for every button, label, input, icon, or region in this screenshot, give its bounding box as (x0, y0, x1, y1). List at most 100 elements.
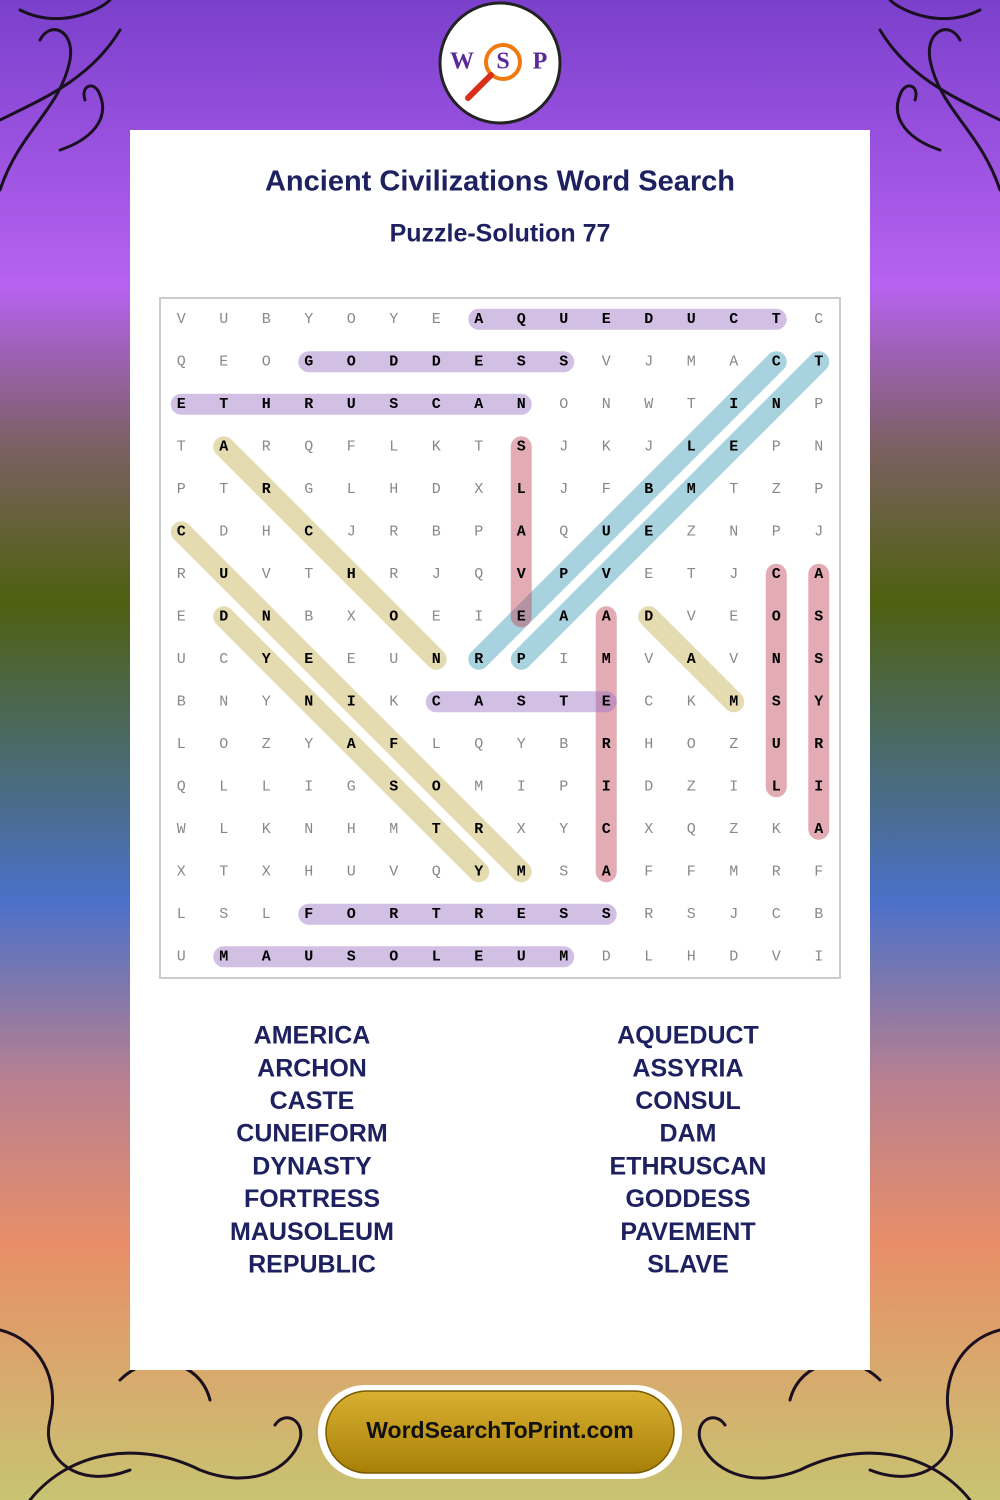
grid-letter: M (517, 864, 526, 881)
grid-letter: D (219, 524, 228, 541)
grid-letter: X (347, 609, 356, 626)
solution-highlights (170, 308, 830, 968)
grid-letter: D (389, 354, 398, 371)
word-list-item: GODDESS (625, 1185, 750, 1213)
grid-letter: U (389, 651, 398, 668)
grid-letter: M (729, 864, 738, 881)
grid-letter: S (559, 906, 568, 923)
grid-letter: V (389, 864, 398, 881)
grid-letter: Y (517, 736, 526, 753)
grid-letter: C (219, 651, 228, 668)
grid-letter: D (602, 949, 611, 966)
grid-letter: R (814, 736, 823, 753)
grid-letter: J (644, 439, 653, 456)
grid-letter: Y (389, 311, 398, 328)
word-list-item: CUNEIFORM (236, 1120, 387, 1148)
grid-letter: S (559, 354, 568, 371)
grid-letter: Y (304, 311, 313, 328)
grid-letter: A (474, 396, 483, 413)
grid-letter: J (644, 354, 653, 371)
site-link[interactable]: WordSearchToPrint.com (366, 1417, 634, 1443)
grid-letter: E (347, 651, 356, 668)
grid-letter: T (432, 821, 441, 838)
grid-letter: Q (474, 566, 483, 583)
grid-letter: N (304, 694, 313, 711)
logo: W S P (438, 1, 562, 125)
grid-letter: S (814, 651, 823, 668)
grid-letter: L (262, 779, 271, 796)
grid-letter: M (729, 694, 738, 711)
grid-letter: A (729, 354, 738, 371)
grid-letter: S (389, 779, 398, 796)
grid-letter: C (772, 354, 781, 371)
site-button[interactable] (325, 1390, 675, 1474)
grid-letter: P (559, 779, 568, 796)
grid-letter: B (304, 609, 313, 626)
grid-letter: B (644, 481, 653, 498)
grid-letter: C (432, 694, 441, 711)
grid-letter: N (729, 524, 738, 541)
grid-letter: R (644, 906, 653, 923)
grid-letter: A (262, 949, 271, 966)
grid-letter: J (432, 566, 441, 583)
grid-letter: R (602, 736, 611, 753)
grid-letter: O (772, 609, 781, 626)
grid-letter: S (814, 609, 823, 626)
grid-letter: O (389, 949, 398, 966)
grid-letter: Z (262, 736, 271, 753)
grid-letter: D (644, 609, 653, 626)
grid-letter: R (304, 396, 313, 413)
grid-letter: C (644, 694, 653, 711)
grid-letter: A (814, 821, 823, 838)
grid-letter: O (347, 906, 356, 923)
grid-letter: E (219, 354, 228, 371)
grid-letter: J (559, 481, 568, 498)
word-list-item: AMERICA (254, 1022, 371, 1050)
grid-letter: T (304, 566, 313, 583)
grid-letter: G (304, 354, 313, 371)
grid-letter: O (559, 396, 568, 413)
grid-letter: L (517, 481, 526, 498)
grid-letter: K (389, 694, 398, 711)
grid-letter: I (517, 779, 526, 796)
grid-letter: X (262, 864, 271, 881)
grid-letter: A (602, 609, 611, 626)
grid-letter: H (347, 821, 356, 838)
grid-letter: C (729, 311, 738, 328)
grid-letter: P (177, 481, 186, 498)
grid-letter: Q (177, 779, 186, 796)
grid-letter: E (644, 566, 653, 583)
grid-letter: X (474, 481, 483, 498)
grid-letter: A (474, 694, 483, 711)
grid-letter: T (687, 396, 696, 413)
grid-letter: C (772, 906, 781, 923)
grid-letter: Y (304, 736, 313, 753)
grid-letter: L (347, 481, 356, 498)
grid-letter: K (432, 439, 441, 456)
grid-letter: C (304, 524, 313, 541)
grid-letter: F (389, 736, 398, 753)
grid-letter: E (432, 609, 441, 626)
grid-letter: N (814, 439, 823, 456)
grid-letter: A (602, 864, 611, 881)
logo-lens (484, 43, 522, 81)
grid-letter: J (729, 906, 738, 923)
grid-letter: U (177, 651, 186, 668)
grid-letter: T (219, 864, 228, 881)
word-list-item: ASSYRIA (632, 1054, 743, 1082)
grid-letter: D (644, 311, 653, 328)
grid-letter: C (602, 821, 611, 838)
grid-letter: C (177, 524, 186, 541)
grid-letter: S (517, 439, 526, 456)
grid-letter: I (814, 949, 823, 966)
grid-letter: X (177, 864, 186, 881)
grid-letter: E (729, 439, 738, 456)
grid-letter: E (474, 949, 483, 966)
logo-letter: P (533, 49, 548, 75)
grid-letter: N (772, 396, 781, 413)
word-highlight (213, 606, 490, 883)
grid-letter: E (517, 609, 526, 626)
grid-letter: R (262, 439, 271, 456)
grid-letter: I (347, 694, 356, 711)
